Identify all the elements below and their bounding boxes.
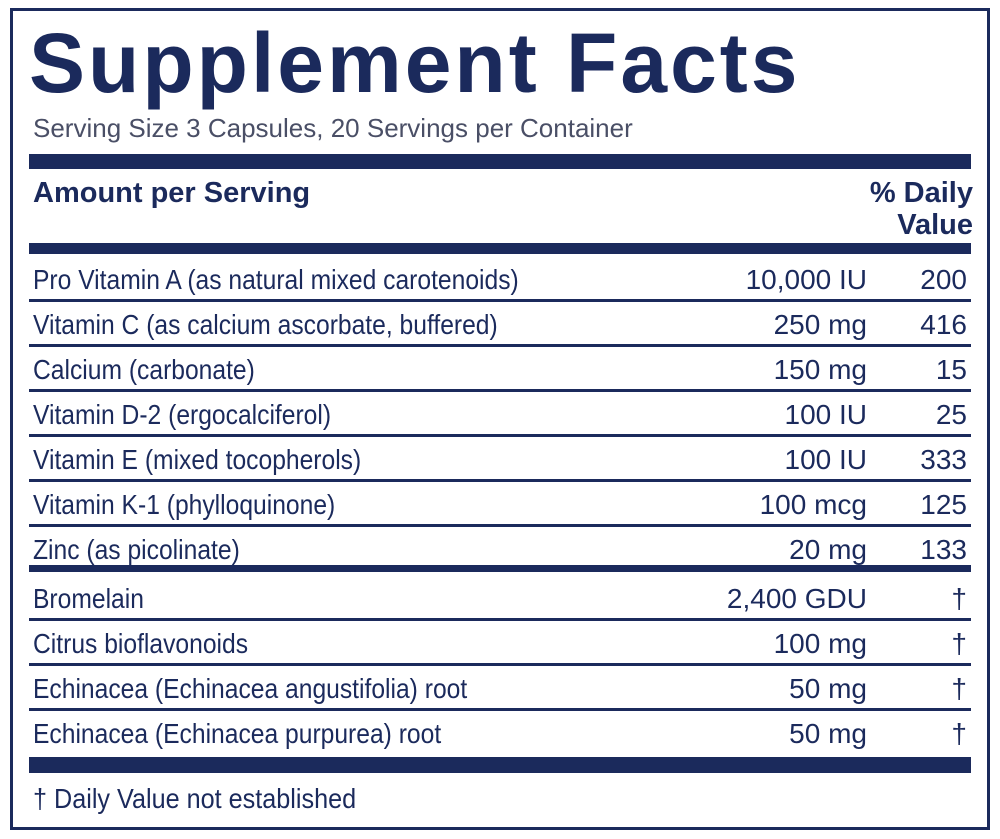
daily-value: † <box>951 673 967 704</box>
footnote: † Daily Value not established <box>33 783 357 814</box>
table-row: Citrus bioflavonoids 100 mg † <box>29 621 971 666</box>
table-row: Echinacea (Echinacea purpurea) root 50 mg… <box>29 711 971 756</box>
row-rule <box>29 389 971 392</box>
table-row: Vitamin K-1 (phylloquinone) 100 mcg 125 <box>29 482 971 527</box>
daily-value: 125 <box>920 489 967 520</box>
row-rule <box>29 663 971 666</box>
section-rule <box>29 565 971 572</box>
amount: 100 mcg <box>759 489 867 520</box>
table-row: Pro Vitamin A (as natural mixed caroteno… <box>29 257 971 302</box>
ingredient: Vitamin D-2 (ergocalciferol) <box>33 399 332 430</box>
thick-rule <box>29 243 971 254</box>
daily-value: † <box>951 583 967 614</box>
row-rule <box>29 708 971 711</box>
amount: 250 mg <box>773 309 867 340</box>
row-rule <box>29 524 971 527</box>
title: Supplement Facts <box>29 16 801 110</box>
table-row: Vitamin C (as calcium ascorbate, buffere… <box>29 302 971 347</box>
table-row: Vitamin D-2 (ergocalciferol) 100 IU 25 <box>29 392 971 437</box>
ingredient: Bromelain <box>33 583 144 614</box>
ingredient: Vitamin C (as calcium ascorbate, buffere… <box>33 309 498 340</box>
ingredient: Echinacea (Echinacea angustifolia) root <box>33 673 468 704</box>
row-rule <box>29 618 971 621</box>
amount: 100 IU <box>784 444 868 475</box>
table-row: Zinc (as picolinate) 20 mg 133 <box>29 527 971 572</box>
amount: 20 mg <box>789 534 867 565</box>
daily-value: † <box>951 628 967 659</box>
header-amount: Amount per Serving <box>33 177 311 209</box>
row-rule <box>29 434 971 437</box>
ingredient: Pro Vitamin A (as natural mixed caroteno… <box>33 264 519 295</box>
ingredient: Zinc (as picolinate) <box>33 534 240 565</box>
daily-value: 333 <box>920 444 967 475</box>
ingredient: Vitamin K-1 (phylloquinone) <box>33 489 336 520</box>
row-rule <box>29 344 971 347</box>
daily-value: 25 <box>935 399 967 430</box>
header-daily-value: % Daily Value <box>869 177 973 241</box>
amount: 2,400 GDU <box>726 583 867 614</box>
ingredient: Citrus bioflavonoids <box>33 628 249 659</box>
ingredient: Echinacea (Echinacea purpurea) root <box>33 718 442 749</box>
table-row: Bromelain 2,400 GDU † <box>29 576 971 621</box>
row-rule <box>29 479 971 482</box>
amount: 50 mg <box>789 718 867 749</box>
table-row: Vitamin E (mixed tocopherols) 100 IU 333 <box>29 437 971 482</box>
ingredient: Vitamin E (mixed tocopherols) <box>33 444 362 475</box>
daily-value: † <box>951 718 967 749</box>
serving-info: Serving Size 3 Capsules, 20 Servings per… <box>33 113 633 143</box>
daily-value: 133 <box>920 534 967 565</box>
daily-value: 15 <box>935 354 967 385</box>
daily-value: 416 <box>920 309 967 340</box>
table-row: Calcium (carbonate) 150 mg 15 <box>29 347 971 392</box>
amount: 10,000 IU <box>745 264 867 295</box>
daily-value: 200 <box>920 264 967 295</box>
amount: 100 mg <box>773 628 867 659</box>
amount: 50 mg <box>789 673 867 704</box>
thick-rule <box>29 757 971 773</box>
row-rule <box>29 299 971 302</box>
amount: 150 mg <box>773 354 867 385</box>
ingredient: Calcium (carbonate) <box>33 354 255 385</box>
supplement-label: Supplement Facts Serving Size 3 Capsules… <box>10 8 990 830</box>
table-row: Echinacea (Echinacea angustifolia) root 5… <box>29 666 971 711</box>
thick-rule <box>29 154 971 169</box>
amount: 100 IU <box>784 399 868 430</box>
